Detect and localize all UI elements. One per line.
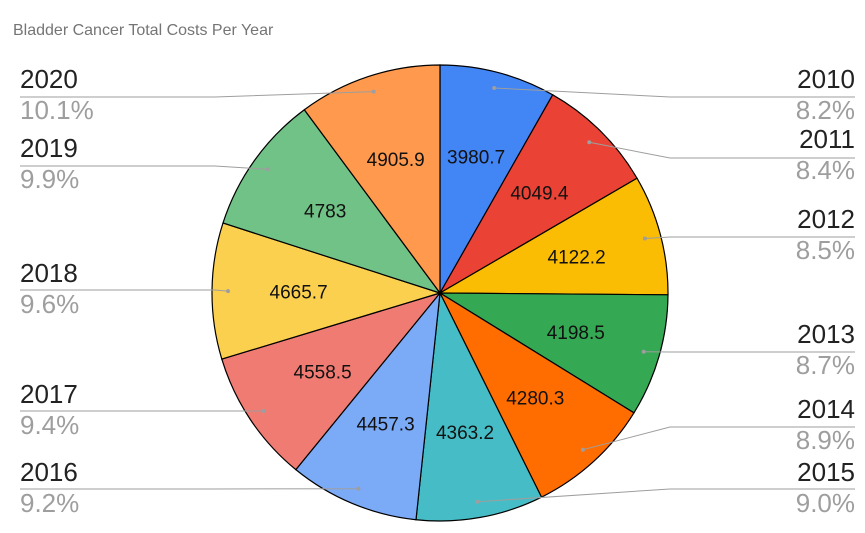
leader-line-2014 [582,426,855,451]
category-label-2011: 2011 [799,124,855,154]
leader-line-2011 [589,141,855,159]
slice-2014 [438,291,635,498]
pie-slices [211,64,669,522]
slice-2017 [221,291,442,471]
value-label-2018: 4665.7 [270,283,328,304]
category-label-2018: 2018 [20,258,78,288]
slice-2018 [211,222,443,360]
percent-label-2015: 9.0% [796,488,855,518]
slice-2012 [437,177,669,296]
percent-label-2019: 9.9% [20,164,79,194]
slice-2011 [438,93,638,295]
percent-label-2011: 8.4% [796,155,855,185]
percent-label-2010: 8.2% [796,95,855,125]
slice-2013 [437,292,669,414]
slice-2015 [415,290,543,522]
percent-label-2014: 8.9% [796,425,855,455]
category-label-2016: 2016 [20,457,78,487]
category-label-2013: 2013 [797,319,855,349]
leader-line-2015 [477,488,855,503]
leader-line-2019 [20,165,268,170]
leader-line-2018 [20,289,229,292]
percent-label-2013: 8.7% [796,350,855,380]
value-label-2011: 4049.4 [510,184,569,205]
chart-title: Bladder Cancer Total Costs Per Year [13,22,274,39]
slice-2010 [439,64,554,296]
value-label-2020: 4905.9 [367,150,425,171]
percent-label-2017: 9.4% [20,410,79,440]
category-label-2019: 2019 [20,133,78,163]
slice-2016 [294,291,441,521]
percent-label-2018: 9.6% [20,289,79,319]
value-label-2019: 4783 [304,202,346,223]
slice-2020 [303,64,441,295]
category-label-2014: 2014 [797,394,855,424]
value-label-2013: 4198.5 [547,323,605,344]
value-label-2010: 3980.7 [447,147,505,168]
category-label-2017: 2017 [20,379,78,409]
category-label-2010: 2010 [797,64,855,94]
value-label-2017: 4558.5 [294,363,352,384]
value-label-2015: 4363.2 [436,423,494,444]
value-label-2012: 4122.2 [548,248,606,269]
value-label-2016: 4457.3 [357,415,415,436]
leader-line-2012 [644,236,855,239]
category-label-2015: 2015 [797,457,855,487]
leader-line-2010 [494,87,855,98]
pie-labels: 3980.720108.2%4049.420118.4%4122.220128.… [20,64,855,518]
percent-label-2016: 9.2% [20,488,79,518]
percent-label-2012: 8.5% [796,235,855,265]
leader-line-2020 [20,91,374,98]
value-label-2014: 4280.3 [506,388,564,409]
slice-2019 [222,108,442,295]
category-label-2020: 2020 [20,64,78,94]
category-label-2012: 2012 [797,204,855,234]
percent-label-2020: 10.1% [20,95,94,125]
